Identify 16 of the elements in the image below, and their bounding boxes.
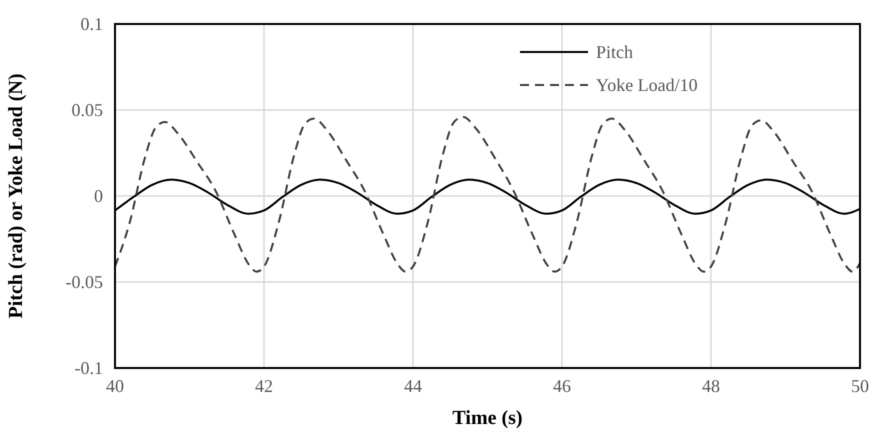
y-tick-label: 0.1 (80, 14, 103, 34)
x-tick-label: 44 (404, 376, 422, 396)
y-tick-label: 0.05 (72, 100, 103, 120)
y-axis-title: Pitch (rad) or Yoke Load (N) (5, 74, 27, 318)
legend-label: Pitch (596, 42, 634, 62)
y-tick-label: 0 (94, 186, 103, 206)
y-tick-label: -0.05 (66, 272, 103, 292)
line-series (114, 116, 861, 273)
y-tick-label: -0.1 (74, 358, 103, 378)
x-tick-label: 46 (553, 376, 571, 396)
x-tick-label: 48 (702, 376, 720, 396)
x-tick-label: 42 (255, 376, 273, 396)
legend-label: Yoke Load/10 (596, 75, 698, 95)
x-tick-label: 50 (851, 376, 869, 396)
x-tick-label: 40 (106, 376, 124, 396)
x-axis-title: Time (s) (452, 407, 523, 429)
